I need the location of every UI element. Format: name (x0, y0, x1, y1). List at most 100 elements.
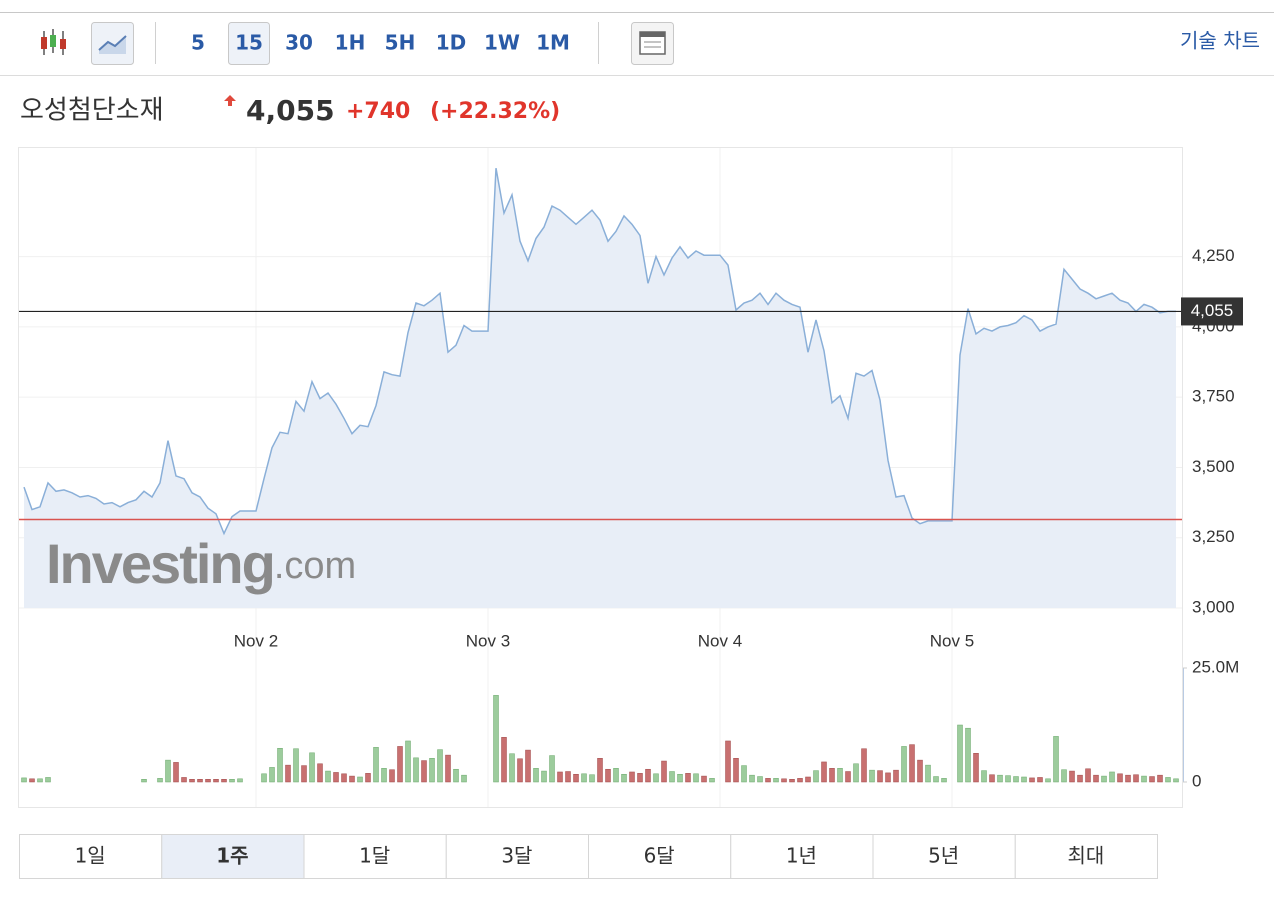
volume-bar (789, 779, 795, 783)
period-button-bg[interactable] (1014, 834, 1158, 879)
period-button-bg[interactable] (161, 834, 305, 879)
y-tick-label: 3,000 (1192, 597, 1235, 616)
volume-bar (653, 773, 659, 783)
volume-bar (837, 768, 843, 783)
volume-bar (565, 771, 571, 783)
volume-bar (325, 770, 331, 783)
period-button[interactable]: 1년 (786, 844, 817, 868)
volume-bar (301, 765, 307, 783)
interval-button[interactable]: 15 (235, 31, 263, 55)
volume-bar (573, 773, 579, 783)
volume-bar (1013, 776, 1019, 783)
period-button-bg[interactable] (872, 834, 1016, 879)
volume-bar (1149, 776, 1155, 783)
interval-button[interactable]: 1W (484, 31, 520, 55)
volume-bar (1133, 774, 1139, 783)
volume-bar (421, 760, 427, 783)
volume-bar (181, 777, 187, 783)
volume-bar (757, 776, 763, 783)
interval-selected-bg (228, 22, 270, 65)
interval-group: 5 15 30 1H 5H 1D 1W 1M (191, 22, 570, 65)
volume-bar (1069, 770, 1075, 783)
volume-bar (45, 777, 51, 783)
period-button[interactable]: 3달 (501, 844, 532, 868)
volume-bar (557, 771, 563, 783)
interval-button[interactable]: 5H (385, 31, 416, 55)
volume-bar (765, 778, 771, 783)
period-button[interactable]: 최대 (1067, 844, 1104, 868)
period-button[interactable]: 1일 (75, 844, 106, 868)
volume-bar (269, 767, 275, 783)
interval-button[interactable]: 1M (536, 31, 570, 55)
volume-bar (357, 776, 363, 783)
volume-bar (981, 770, 987, 783)
watermark-main: Investing (46, 532, 274, 595)
volume-bar (973, 753, 979, 783)
interval-button[interactable]: 1D (436, 31, 467, 55)
volume-bar (197, 779, 203, 783)
volume-bar (933, 776, 939, 783)
volume-bar (901, 746, 907, 783)
candle-icon[interactable] (41, 29, 66, 55)
volume-bar (165, 759, 171, 783)
x-tick-label: Nov 5 (930, 631, 974, 650)
volume-bar (525, 749, 531, 783)
volume-bar (205, 779, 211, 783)
interval-button[interactable]: 30 (285, 31, 313, 55)
watermark: Investing.com (46, 532, 356, 595)
volume-bar (309, 752, 315, 783)
volume-bar (861, 748, 867, 783)
volume-bar (501, 737, 507, 783)
volume-bar (445, 754, 451, 783)
volume-bar (381, 768, 387, 783)
period-button[interactable]: 6달 (644, 844, 675, 868)
volume-bar (917, 759, 923, 783)
period-button[interactable]: 1주 (216, 844, 248, 868)
volume-bar (1101, 775, 1107, 783)
volume-bar (317, 763, 323, 783)
volume-bar (613, 768, 619, 783)
period-button[interactable]: 1달 (359, 844, 390, 868)
volume-bar (1165, 777, 1171, 783)
volume-bar (1005, 775, 1011, 783)
volume-bar (229, 779, 235, 783)
price-change-pct: (+22.32%) (430, 99, 560, 124)
volume-bar (413, 757, 419, 783)
volume-bar (1053, 736, 1059, 783)
x-tick-label: Nov 2 (234, 631, 278, 650)
volume-bar (597, 758, 603, 783)
interval-button[interactable]: 1H (335, 31, 366, 55)
volume-tick-label: 25.0M (1192, 657, 1239, 676)
period-button[interactable]: 5년 (928, 844, 959, 868)
volume-bar (645, 768, 651, 783)
current-price-label: 4,055 (1191, 301, 1234, 320)
interval-button[interactable]: 5 (191, 31, 205, 55)
table-icon[interactable] (631, 22, 674, 65)
technical-chart-link[interactable]: 기술 차트 (1180, 29, 1260, 53)
volume-bar (733, 758, 739, 783)
watermark-suffix: .com (274, 545, 356, 587)
volume-bar (37, 778, 43, 783)
volume-bar (365, 773, 371, 783)
volume-bar (893, 769, 899, 783)
line-icon[interactable] (91, 22, 134, 65)
volume-bar (141, 779, 147, 783)
period-button-bg[interactable] (303, 834, 447, 879)
period-button-bg[interactable] (445, 834, 589, 879)
volume-bar (805, 776, 811, 783)
volume-bar (213, 779, 219, 783)
volume-bar (461, 774, 467, 783)
stock-name: 오성첨단소재 (20, 96, 164, 126)
volume-bar (885, 772, 891, 783)
volume-bar (941, 778, 947, 783)
chart: Nov 2 Nov 3 Nov 4 Nov 5 3,000 3,250 3,500 3,750… (19, 148, 1243, 807)
volume-bar (725, 740, 731, 783)
volume-bar (453, 768, 459, 783)
volume-bar (637, 773, 643, 783)
volume-bar (829, 768, 835, 783)
period-button-bg[interactable] (588, 834, 732, 879)
period-button-bg[interactable] (19, 834, 163, 879)
up-arrow (224, 95, 236, 106)
volume-bar (869, 769, 875, 783)
